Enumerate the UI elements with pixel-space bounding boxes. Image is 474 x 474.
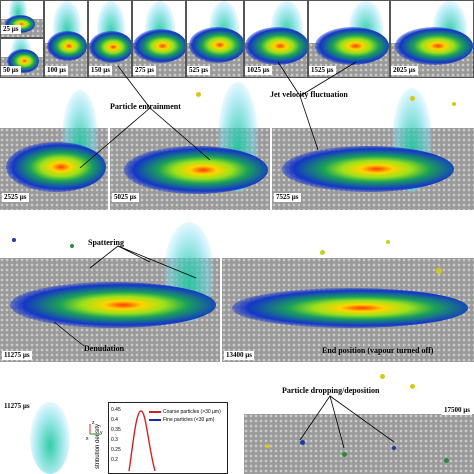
frame-525us: 525 µs (186, 0, 244, 78)
annotation-denudation: Denudation (84, 344, 125, 353)
frame-time-label: 150 µs (89, 66, 113, 75)
annotation-end-position: End position (vapour turned off) (322, 346, 434, 355)
legend-fine: Fine particles (<30 µm) (149, 417, 214, 423)
annotation-jet-velocity: Jet velocity fluctuation (270, 90, 348, 99)
frame-time-label: 11275 µs (2, 402, 32, 411)
frame-time-label: 11275 µs (2, 351, 32, 360)
melt-pool (6, 142, 106, 192)
frame-1025us: 1025 µs (244, 0, 308, 78)
melt-pool (47, 31, 87, 61)
axis-x-label: x (86, 436, 89, 442)
spatter-particle (392, 446, 396, 450)
frame-time-label: 50 µs (1, 66, 21, 75)
legend-label: Fine particles (<30 µm) (163, 417, 215, 423)
melt-pool (315, 27, 389, 65)
axis-y-label: y (100, 430, 103, 436)
frame-275us: 275 µs (132, 0, 186, 78)
frame-17500us: 17500 µs (244, 402, 474, 474)
axis-z-label: z (92, 420, 95, 426)
y-tick: 0.25 (111, 447, 121, 453)
spatter-particle (12, 238, 16, 242)
melt-pool (245, 27, 307, 65)
frame-time-label: 2025 µs (391, 66, 418, 75)
legend-swatch (149, 418, 161, 421)
frame-150us: 150 µs (88, 0, 132, 78)
frame-2525us: 2525 µs (0, 82, 108, 210)
melt-pool (124, 146, 268, 194)
frame-time-label: 525 µs (187, 66, 211, 75)
spatter-particle (410, 384, 415, 389)
legend-coarse: Coarse particles (>30 µm) (149, 409, 221, 415)
frame-1525us: 1525 µs (308, 0, 390, 78)
y-tick: 0.4 (111, 417, 118, 423)
spatter-particle (452, 102, 456, 106)
frame-50us: 50 µs (0, 38, 44, 78)
spatter-particle (320, 250, 325, 255)
y-tick: 0.2 (111, 457, 118, 463)
spatter-particle (196, 92, 201, 97)
spatter-particle (444, 458, 449, 463)
melt-pool (232, 288, 468, 328)
spatter-particle (380, 374, 385, 379)
frame-time-label: 100 µs (45, 66, 69, 75)
legend-swatch (149, 410, 161, 413)
y-tick: 0.35 (111, 427, 121, 433)
melt-pool (89, 31, 131, 63)
frame-time-label: 275 µs (133, 66, 157, 75)
frame-13400us: 13400 µs (222, 222, 474, 362)
frame-100us: 100 µs (44, 0, 88, 78)
frame-bottom-11275us: 11275 µs (0, 398, 106, 474)
axis-triad: z y x (86, 420, 106, 450)
spatter-particle (300, 440, 305, 445)
melt-pool (133, 29, 185, 63)
spatter-particle (436, 268, 442, 274)
frame-time-label: 17500 µs (441, 406, 472, 415)
coarse-curve (128, 410, 156, 472)
frame-time-label: 25 µs (1, 25, 21, 34)
y-tick: 0.45 (111, 407, 121, 413)
frame-time-label: 1025 µs (245, 66, 272, 75)
melt-pool (10, 282, 216, 328)
annotation-particle-dropping: Particle dropping/deposition (282, 386, 380, 395)
powder-bed (244, 414, 474, 474)
frame-25us: 25 µs (0, 0, 44, 38)
melt-pool (282, 146, 454, 192)
frame-time-label: 7525 µs (274, 193, 301, 202)
spatter-particle (342, 452, 347, 457)
spatter-particle (70, 244, 74, 248)
spatter-particle (410, 96, 415, 101)
distribution-curve (128, 410, 156, 472)
annotation-spattering: Spattering (88, 238, 124, 247)
melt-pool (395, 27, 473, 65)
frame-2025us: 2025 µs (390, 0, 474, 78)
spatter-particle (266, 444, 270, 448)
legend-label: Coarse particles (>30 µm) (163, 409, 221, 415)
vapour-jet (30, 402, 70, 474)
frame-time-label: 2525 µs (2, 193, 29, 202)
spatter-particle (386, 240, 390, 244)
frame-time-label: 13400 µs (224, 351, 255, 360)
y-tick: 0.3 (111, 437, 118, 443)
melt-pool (189, 27, 243, 63)
size-distribution-graph: stribution density 0.45 0.4 0.35 0.3 0.2… (95, 402, 228, 474)
annotation-particle-entrainment: Particle entrainment (110, 102, 181, 111)
frame-time-label: 5025 µs (112, 193, 139, 202)
frame-7525us: 7525 µs (272, 82, 474, 210)
axis-triad-arrows (89, 424, 100, 435)
frame-time-label: 1525 µs (309, 66, 336, 75)
